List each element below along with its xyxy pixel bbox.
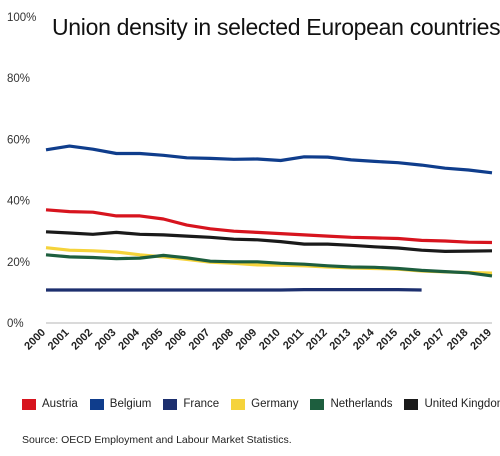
series-lines	[45, 144, 493, 292]
x-tick-label: 2012	[304, 327, 330, 353]
legend-item-netherlands: Netherlands	[310, 398, 392, 410]
x-tick-label: 2008	[210, 327, 236, 353]
x-tick-label: 2019	[468, 327, 494, 353]
legend-swatch	[231, 398, 246, 410]
x-tick-label: 2000	[22, 327, 48, 353]
x-tick-label: 2011	[281, 327, 306, 352]
legend-label: France	[183, 398, 220, 410]
legend-item-france: France	[163, 398, 219, 410]
legend-swatch	[163, 398, 178, 410]
legend-label: United Kingdom	[424, 398, 500, 410]
legend-label: Netherlands	[330, 398, 393, 410]
legend-swatch	[404, 398, 419, 410]
x-tick-label: 2005	[140, 327, 166, 353]
y-tick-label: 60%	[7, 134, 30, 146]
x-tick-label: 2004	[116, 326, 142, 352]
legend-swatch	[22, 398, 36, 410]
x-tick-label: 2003	[93, 327, 119, 353]
x-tick-label: 2016	[398, 327, 424, 353]
legend-label: Belgium	[109, 398, 152, 410]
y-tick-label: 100%	[7, 12, 36, 24]
series-line-netherlands	[45, 253, 493, 278]
series-line-austria	[45, 208, 493, 245]
series-line-belgium	[45, 144, 493, 175]
legend-label: Germany	[251, 398, 299, 410]
legend-swatch	[89, 398, 104, 410]
legend-item-germany: Germany	[231, 398, 298, 410]
source-note: Source: OECD Employment and Labour Marke…	[22, 434, 292, 446]
y-tick-label: 20%	[7, 257, 30, 269]
y-tick-label: 40%	[7, 196, 30, 208]
x-tick-label: 2009	[234, 327, 260, 353]
x-tick-label: 2018	[445, 327, 471, 353]
x-tick-label: 2007	[187, 327, 213, 353]
x-tick-label: 2006	[163, 327, 189, 353]
x-tick-label: 2014	[351, 326, 377, 352]
legend-item-united-kingdom: United Kingdom	[404, 398, 500, 410]
x-tick-label: 2002	[69, 327, 95, 353]
x-axis: 2000200120022003200420052006200720082009…	[22, 322, 494, 353]
legend-item-austria: Austria	[22, 398, 78, 410]
y-tick-label: 0%	[7, 318, 24, 330]
x-tick-label: 2015	[374, 327, 400, 353]
legend: Austria Belgium France Germany Netherlands Un…	[22, 398, 500, 410]
x-tick-label: 2010	[257, 327, 283, 353]
legend-swatch	[310, 398, 325, 410]
x-tick-label: 2017	[421, 327, 447, 353]
series-line-united-kingdom	[45, 230, 493, 253]
y-tick-label: 80%	[7, 73, 30, 85]
x-tick-label: 2001	[46, 327, 72, 353]
legend-item-belgium: Belgium	[89, 398, 152, 410]
y-axis: 0% 20% 40% 60% 80% 100%	[7, 12, 36, 330]
chart-title: Union density in selected European count…	[52, 14, 500, 40]
legend-label: Austria	[42, 398, 78, 410]
x-tick-label: 2013	[327, 327, 353, 353]
